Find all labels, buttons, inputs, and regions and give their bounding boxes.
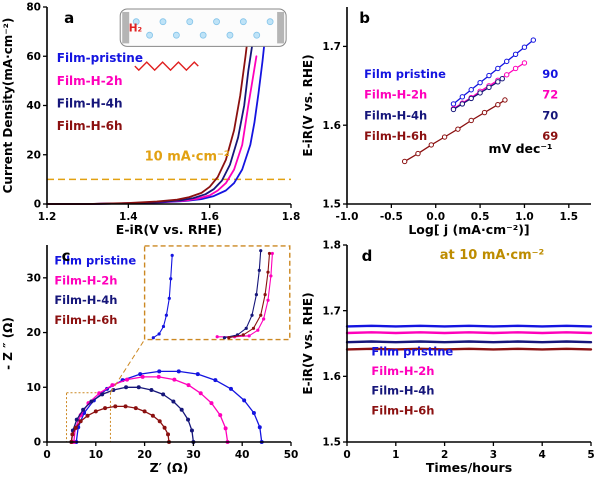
svg-text:Film-H-6h: Film-H-6h [364,129,427,143]
svg-text:5: 5 [587,449,594,461]
svg-text:Film-pristine: Film-pristine [57,51,143,65]
svg-text:20: 20 [26,149,41,161]
svg-text:Film pristine: Film pristine [371,344,453,358]
svg-text:4: 4 [539,449,546,461]
svg-text:1.6: 1.6 [322,120,341,132]
svg-text:1.5: 1.5 [560,211,579,223]
svg-text:Film-H-4h: Film-H-4h [54,293,117,307]
svg-text:1.5: 1.5 [322,437,341,449]
svg-text:- Z ″ (Ω): - Z ″ (Ω) [1,317,15,370]
panel-c: 0 10 20 30 40 50 0 10 20 30 Z′ (Ω) - Z ″ (Ω) Film pr… [0,238,300,476]
panel-b: -1.0 -0.5 0.0 0.5 1.0 1.5 1.5 1.6 1.7 Log[ j (mA·… [300,0,600,238]
svg-text:Current Density(mA·cm⁻²): Current Density(mA·cm⁻²) [1,18,15,194]
panel-d: 0 1 2 3 4 5 1.5 1.6 1.7 1.8 Times/hours E-iR(V vs. … [300,238,600,476]
svg-text:60: 60 [26,51,41,63]
svg-text:1.7: 1.7 [322,305,341,317]
svg-text:d: d [362,247,373,265]
svg-text:1.5: 1.5 [322,199,341,211]
svg-text:1.4: 1.4 [119,211,138,223]
svg-text:E-iR(V vs. RHE): E-iR(V vs. RHE) [116,222,222,237]
svg-text:0.5: 0.5 [471,211,490,223]
svg-text:2: 2 [441,449,448,461]
svg-text:Film pristine: Film pristine [364,67,446,81]
svg-text:70: 70 [542,108,558,122]
svg-text:10: 10 [88,449,103,461]
svg-text:0: 0 [343,449,350,461]
svg-text:0: 0 [43,449,50,461]
svg-text:72: 72 [542,88,558,102]
panel-b-plot: -1.0 -0.5 0.0 0.5 1.0 1.5 1.5 1.6 1.7 Log[ j (mA·… [301,7,591,237]
panel-a-plot: 1.2 1.4 1.6 1.8 0 20 40 60 80 E-iR(V vs. RHE) Curr… [1,2,300,237]
svg-text:1: 1 [392,449,399,461]
svg-text:40: 40 [235,449,250,461]
svg-text:H₂: H₂ [129,23,143,35]
svg-text:1.6: 1.6 [322,371,341,383]
svg-text:Film-H-4h: Film-H-4h [364,108,427,122]
svg-text:mV dec⁻¹: mV dec⁻¹ [489,141,553,156]
svg-text:c: c [62,247,71,265]
svg-text:0.0: 0.0 [426,211,445,223]
svg-text:30: 30 [26,272,41,284]
svg-text:10 mA·cm⁻²: 10 mA·cm⁻² [145,150,230,165]
svg-text:40: 40 [26,100,41,112]
svg-text:Film-H-2h: Film-H-2h [371,364,434,378]
svg-text:Film-H-6h: Film-H-6h [371,403,434,417]
svg-text:1.8: 1.8 [282,211,300,223]
svg-text:90: 90 [542,67,558,81]
svg-text:Film-H-2h: Film-H-2h [54,273,117,287]
svg-text:Film-H-2h: Film-H-2h [57,74,123,88]
svg-text:Film-H-4h: Film-H-4h [371,384,434,398]
svg-text:69: 69 [542,129,558,143]
svg-text:at 10 mA·cm⁻²: at 10 mA·cm⁻² [440,248,544,263]
svg-text:b: b [359,9,370,27]
svg-text:30: 30 [186,449,201,461]
svg-text:0: 0 [34,437,41,449]
svg-text:Film-H-2h: Film-H-2h [364,88,427,102]
svg-text:80: 80 [26,2,41,14]
svg-text:1.0: 1.0 [515,211,534,223]
panel-a: 1.2 1.4 1.6 1.8 0 20 40 60 80 E-iR(V vs. RHE) Curr… [0,0,300,238]
svg-text:Film pristine: Film pristine [54,254,136,268]
svg-text:Film-H-4h: Film-H-4h [57,96,123,110]
svg-text:20: 20 [26,327,41,339]
svg-text:E-iR(V vs. RHE): E-iR(V vs. RHE) [301,54,315,156]
svg-text:10: 10 [26,382,41,394]
svg-text:E-iR(V vs. RHE): E-iR(V vs. RHE) [301,292,315,394]
svg-text:-0.5: -0.5 [380,211,403,223]
panel-d-plot: 0 1 2 3 4 5 1.5 1.6 1.7 1.8 Times/hours E-iR(V vs. … [301,240,595,475]
svg-text:-1.0: -1.0 [336,211,359,223]
svg-text:1.2: 1.2 [38,211,57,223]
svg-text:Times/hours: Times/hours [426,460,512,475]
svg-text:1.8: 1.8 [322,240,341,252]
svg-text:Log[ j (mA·cm⁻²)]: Log[ j (mA·cm⁻²)] [408,222,529,237]
svg-text:0: 0 [34,199,41,211]
svg-text:3: 3 [490,449,497,461]
svg-text:a: a [64,9,74,27]
svg-text:Film-H-6h: Film-H-6h [54,313,117,327]
svg-text:50: 50 [284,449,299,461]
svg-text:20: 20 [137,449,152,461]
svg-text:1.6: 1.6 [200,211,219,223]
svg-text:Z′ (Ω): Z′ (Ω) [150,460,189,475]
svg-text:Film-H-6h: Film-H-6h [57,119,123,133]
svg-text:1.7: 1.7 [322,41,341,53]
